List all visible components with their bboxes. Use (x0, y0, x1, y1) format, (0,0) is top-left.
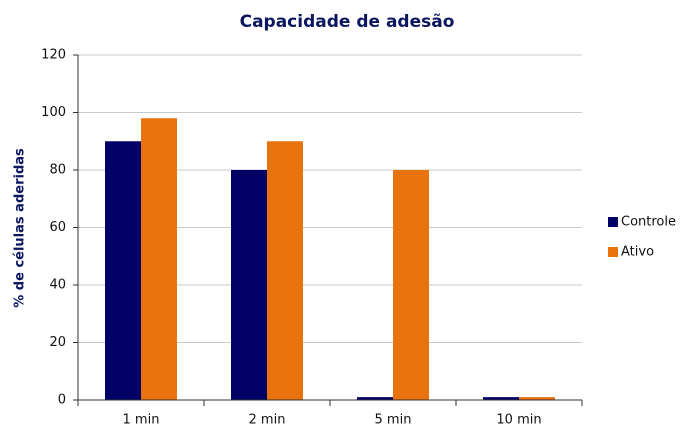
y-axis-label: % de células aderidas (13, 148, 28, 308)
bar (393, 170, 429, 400)
x-tick-label: 2 min (249, 413, 286, 428)
chart-title: Capacidade de adesão (240, 12, 455, 32)
y-tick-label: 20 (49, 335, 66, 350)
bar (267, 141, 303, 400)
x-tick-label: 5 min (375, 413, 412, 428)
x-tick-label: 10 min (496, 413, 541, 428)
bar (105, 141, 141, 400)
legend-swatch (608, 247, 618, 257)
y-tick-label: 100 (41, 105, 66, 120)
bar (357, 397, 393, 400)
y-tick-label: 80 (49, 163, 66, 178)
x-tick-label: 1 min (123, 413, 160, 428)
y-tick-label: 0 (58, 393, 66, 408)
legend-label: Ativo (621, 245, 654, 260)
bar (519, 397, 555, 400)
bar (483, 397, 519, 400)
bar (231, 170, 267, 400)
bar (141, 118, 177, 400)
y-tick-label: 40 (49, 278, 66, 293)
legend-label: Controle (621, 215, 676, 230)
y-tick-label: 60 (49, 220, 66, 235)
y-tick-label: 120 (41, 48, 66, 63)
legend-swatch (608, 217, 618, 227)
